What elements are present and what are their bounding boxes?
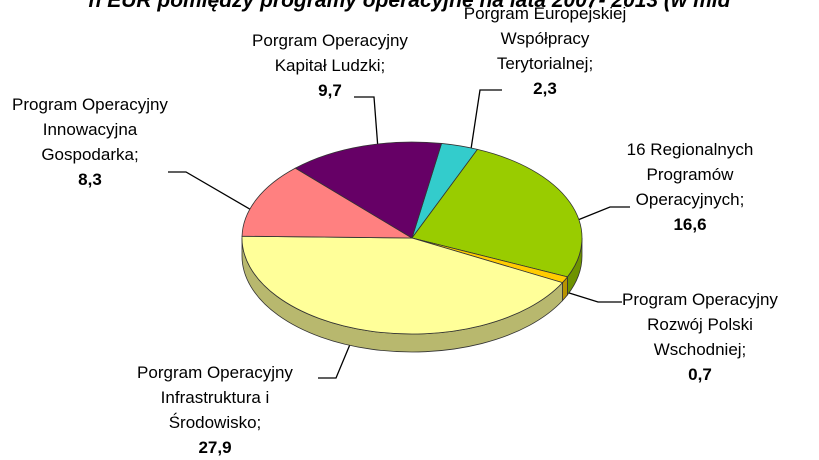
chart-title: h EUR pomiędzy programy operacyjne na la… <box>88 0 731 12</box>
slice-value: 8,3 <box>78 170 102 189</box>
slice <box>411 148 583 278</box>
slice-label: Porgram Europejskiej Współpracy Terytori… <box>435 1 655 101</box>
slice-label: Program Operacyjny Innowacyjna Gospodark… <box>0 92 200 192</box>
slice-label: Porgram Operacyjny Infrastruktura i Środ… <box>105 360 325 460</box>
chart <box>168 89 630 379</box>
slice <box>294 141 443 239</box>
slice-label: 16 Regionalnych Programów Operacyjnych; 1… <box>580 137 800 237</box>
slice-name: Porgram Europejskiej Współpracy Terytori… <box>463 4 627 73</box>
leader-line <box>318 329 357 379</box>
slice <box>241 167 414 239</box>
slice-name: Program Operacyjny Rozwój Polski Wschodn… <box>622 290 778 359</box>
slice <box>241 235 564 335</box>
slice-value: 0,7 <box>688 365 712 384</box>
leader-line <box>168 171 273 223</box>
slice-name: Porgram Operacyjny Kapitał Ludzki; <box>252 31 408 75</box>
leader-line <box>565 291 622 303</box>
pie <box>241 141 583 353</box>
slice-value: 9,7 <box>318 81 342 100</box>
slice-value: 2,3 <box>533 79 557 98</box>
slice-name: Program Operacyjny Innowacyjna Gospodark… <box>12 95 168 164</box>
slice-name: Porgram Operacyjny Infrastruktura i Środ… <box>137 363 293 432</box>
slice-value: 16,6 <box>673 215 707 234</box>
slice-label: Porgram Operacyjny Kapitał Ludzki; 9,7 <box>220 28 440 103</box>
slice-name: 16 Regionalnych Programów Operacyjnych; <box>626 140 754 209</box>
slice-label: Program Operacyjny Rozwój Polski Wschodn… <box>590 287 810 387</box>
